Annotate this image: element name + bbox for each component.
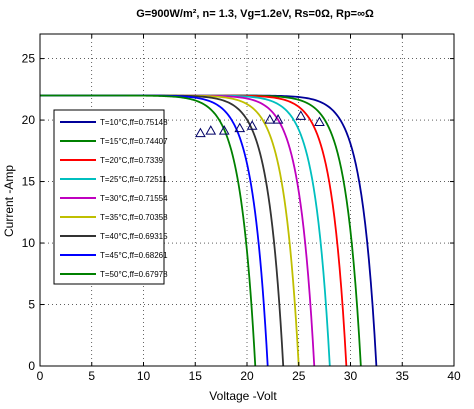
legend-label: T=15°C,ff=0.74407 bbox=[100, 137, 168, 146]
x-axis-ticks: 0 5 10 15 20 25 30 35 40 bbox=[37, 34, 461, 383]
y-tick-label: 20 bbox=[22, 113, 36, 127]
y-tick-label: 5 bbox=[28, 298, 35, 312]
mpp-marker bbox=[205, 125, 217, 135]
y-axis-ticks: 0 5 10 15 20 25 bbox=[22, 52, 454, 373]
x-tick-label: 25 bbox=[292, 369, 306, 383]
x-tick-label: 30 bbox=[344, 369, 358, 383]
x-tick-label: 40 bbox=[447, 369, 461, 383]
mpp-marker bbox=[246, 120, 258, 130]
x-tick-label: 35 bbox=[396, 369, 410, 383]
x-tick-label: 15 bbox=[189, 369, 203, 383]
mpp-marker bbox=[264, 114, 276, 124]
x-axis-label: Voltage -Volt bbox=[209, 389, 277, 403]
chart-title: G=900W/m², n= 1.3, Vg=1.2eV, Rs=0Ω, Rp=∞… bbox=[136, 8, 374, 20]
legend-items: T=10°C,ff=0.75148 T=15°C,ff=0.74407 T=20°C… bbox=[60, 118, 168, 279]
mpp-marker bbox=[272, 114, 284, 124]
series-curves bbox=[40, 94, 378, 367]
mpp-markers bbox=[195, 110, 325, 138]
y-tick-label: 15 bbox=[22, 175, 36, 189]
y-tick-label: 10 bbox=[22, 236, 36, 250]
mpp-marker bbox=[295, 110, 307, 120]
legend-label: T=50°C,ff=0.67978 bbox=[100, 270, 168, 279]
mpp-marker bbox=[234, 122, 246, 133]
legend-label: T=30°C,ff=0.71554 bbox=[100, 194, 168, 203]
mpp-marker bbox=[314, 116, 325, 127]
mpp-marker bbox=[195, 127, 206, 138]
y-axis-label: Current -Amp bbox=[2, 165, 16, 237]
x-tick-label: 10 bbox=[137, 369, 151, 383]
series-line bbox=[40, 94, 257, 367]
y-tick-label: 25 bbox=[22, 52, 36, 66]
legend-label: T=25°C,ff=0.72511 bbox=[100, 175, 168, 184]
legend: T=10°C,ff=0.75148 T=15°C,ff=0.74407 T=20°C… bbox=[53, 109, 168, 285]
y-tick-label: 0 bbox=[28, 359, 35, 373]
mpp-marker bbox=[218, 125, 230, 135]
legend-label: T=40°C,ff=0.69315 bbox=[100, 232, 168, 241]
x-tick-label: 5 bbox=[88, 369, 95, 383]
x-tick-label: 20 bbox=[240, 369, 254, 383]
x-tick-label: 0 bbox=[37, 369, 44, 383]
legend-label: T=10°C,ff=0.75148 bbox=[100, 118, 168, 127]
legend-label: T=20°C,ff=0.7339 bbox=[100, 156, 164, 165]
legend-label: T=45°C,ff=0.68261 bbox=[100, 251, 168, 260]
legend-label: T=35°C,ff=0.70358 bbox=[100, 213, 168, 222]
